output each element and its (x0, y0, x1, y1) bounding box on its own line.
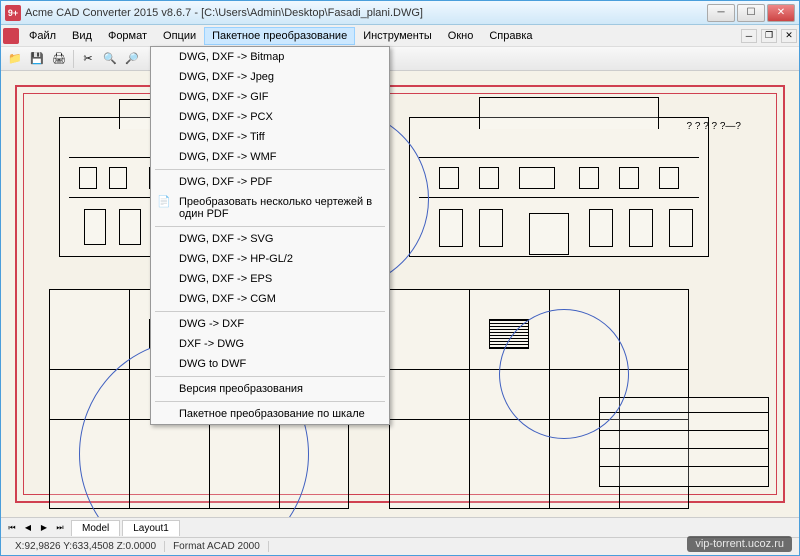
annotation-text: ? ? ? ? ?—? (687, 121, 741, 132)
maximize-button[interactable]: ☐ (737, 4, 765, 22)
tab-model[interactable]: Model (71, 520, 120, 536)
app-icon: 9+ (5, 5, 21, 21)
menu-tools[interactable]: Инструменты (355, 27, 440, 45)
print-icon[interactable]: 🖨 (49, 49, 69, 69)
menubar: Файл Вид Формат Опции Пакетное преобразо… (1, 25, 799, 47)
app-window: 9+ Acme CAD Converter 2015 v8.6.7 - [C:\… (0, 0, 800, 556)
menu-separator (155, 226, 385, 227)
menu-dwg-hpgl[interactable]: DWG, DXF -> HP-GL/2 (151, 249, 389, 269)
menu-dxf-dwg[interactable]: DXF -> DWG (151, 334, 389, 354)
menu-dwg-cgm[interactable]: DWG, DXF -> CGM (151, 289, 389, 309)
statusbar: X:92,9826 Y:633,4508 Z:0.0000 Format ACA… (1, 537, 799, 555)
menu-dwg-pdf[interactable]: DWG, DXF -> PDF (151, 172, 389, 192)
menu-batch-convert[interactable]: Пакетное преобразование (204, 27, 355, 45)
tab-first-icon[interactable]: ⏮ (5, 521, 19, 535)
menu-dwg-bitmap[interactable]: DWG, DXF -> Bitmap (151, 47, 389, 67)
menu-separator (155, 376, 385, 377)
menu-dwg-wmf[interactable]: DWG, DXF -> WMF (151, 147, 389, 167)
status-coords: X:92,9826 Y:633,4508 Z:0.0000 (7, 541, 165, 552)
menu-separator (155, 401, 385, 402)
batch-convert-dropdown: DWG, DXF -> Bitmap DWG, DXF -> Jpeg DWG,… (150, 46, 390, 425)
tabs-bar: ⏮ ◀ ▶ ⏭ Model Layout1 (1, 517, 799, 537)
cad-drawing: ? ? ? ? ?—? (9, 79, 791, 509)
doc-icon (3, 28, 19, 44)
title-text: Acme CAD Converter 2015 v8.6.7 - [C:\Use… (25, 7, 705, 19)
menu-format[interactable]: Формат (100, 27, 155, 45)
save-icon[interactable]: 💾 (27, 49, 47, 69)
menu-dwg-dxf[interactable]: DWG -> DXF (151, 314, 389, 334)
mdi-controls: ─ ❐ ✕ (741, 29, 797, 43)
mdi-minimize-button[interactable]: ─ (741, 29, 757, 43)
toolbar: 📁 💾 🖨 ✂ 🔍 🔎 ↔ 🔄 ↻ 📐 ◎ 🎨 A — ■ ◐ ℹ (1, 47, 799, 71)
titlebar: 9+ Acme CAD Converter 2015 v8.6.7 - [C:\… (1, 1, 799, 25)
tab-last-icon[interactable]: ⏭ (53, 521, 67, 535)
menu-dwg-tiff[interactable]: DWG, DXF -> Tiff (151, 127, 389, 147)
menu-help[interactable]: Справка (481, 27, 540, 45)
toolbar-separator (73, 50, 74, 68)
menu-dwg-jpeg[interactable]: DWG, DXF -> Jpeg (151, 67, 389, 87)
menu-convert-version[interactable]: Версия преобразования (151, 379, 389, 399)
menu-options[interactable]: Опции (155, 27, 204, 45)
tab-prev-icon[interactable]: ◀ (21, 521, 35, 535)
menu-separator (155, 169, 385, 170)
canvas-area[interactable]: ? ? ? ? ?—? (1, 71, 799, 517)
open-icon[interactable]: 📁 (5, 49, 25, 69)
menu-file[interactable]: Файл (21, 27, 64, 45)
pdf-merge-icon: 📄 (157, 195, 171, 209)
tab-navigation: ⏮ ◀ ▶ ⏭ (5, 521, 67, 535)
menu-dwg-gif[interactable]: DWG, DXF -> GIF (151, 87, 389, 107)
watermark: vip-torrent.ucoz.ru (687, 536, 792, 552)
mdi-close-button[interactable]: ✕ (781, 29, 797, 43)
tab-next-icon[interactable]: ▶ (37, 521, 51, 535)
cut-icon[interactable]: ✂ (78, 49, 98, 69)
menu-batch-scale[interactable]: Пакетное преобразование по шкале (151, 404, 389, 424)
menu-dwg-eps[interactable]: DWG, DXF -> EPS (151, 269, 389, 289)
menu-merge-pdf[interactable]: 📄Преобразовать несколько чертежей в один… (151, 192, 389, 224)
status-format: Format ACAD 2000 (165, 541, 269, 552)
tab-layout1[interactable]: Layout1 (122, 520, 180, 536)
menu-dwg-pcx[interactable]: DWG, DXF -> PCX (151, 107, 389, 127)
menu-dwg-dwf[interactable]: DWG to DWF (151, 354, 389, 374)
window-controls: ─ ☐ ✕ (705, 4, 795, 22)
zoom-out-icon[interactable]: 🔎 (122, 49, 142, 69)
menu-window[interactable]: Окно (440, 27, 482, 45)
close-button[interactable]: ✕ (767, 4, 795, 22)
menu-separator (155, 311, 385, 312)
menu-dwg-svg[interactable]: DWG, DXF -> SVG (151, 229, 389, 249)
zoom-in-icon[interactable]: 🔍 (100, 49, 120, 69)
mdi-restore-button[interactable]: ❐ (761, 29, 777, 43)
minimize-button[interactable]: ─ (707, 4, 735, 22)
menu-view[interactable]: Вид (64, 27, 100, 45)
